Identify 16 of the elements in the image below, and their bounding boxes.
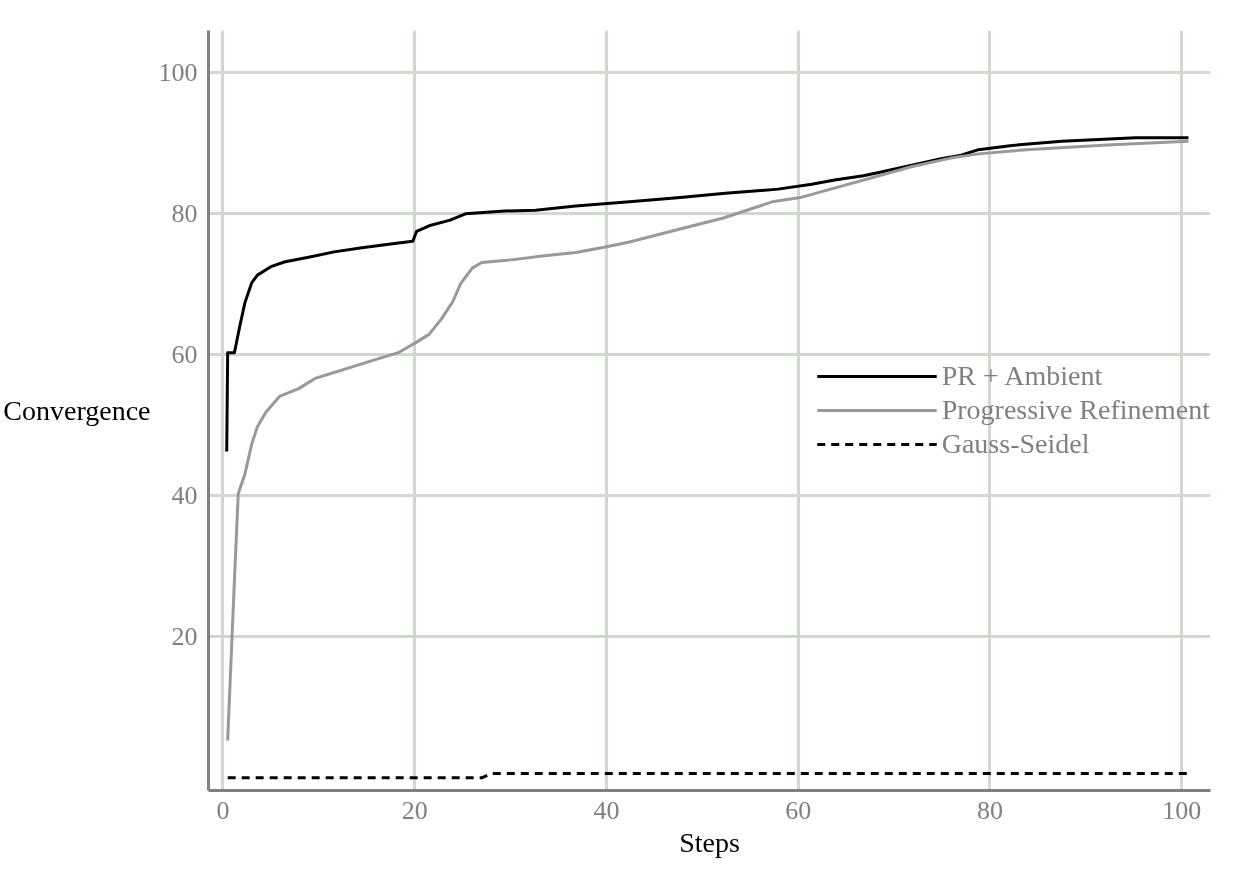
x-tick-label: 80	[976, 795, 1003, 825]
x-tick-label: 100	[1162, 795, 1202, 825]
y-tick-label: 40	[171, 481, 198, 511]
legend-label: Progressive Refinement	[941, 394, 1210, 426]
y-axis-title: Convergence	[3, 395, 151, 426]
x-tick-label: 60	[785, 795, 812, 825]
x-axis-title: Steps	[679, 826, 740, 858]
y-tick-label: 100	[158, 58, 198, 88]
x-tick-label: 0	[216, 795, 230, 825]
y-tick-label: 20	[171, 622, 198, 652]
legend-label: Gauss-Seidel	[941, 428, 1090, 460]
y-tick-label: 60	[171, 340, 198, 370]
x-tick-label: 40	[593, 795, 620, 825]
y-tick-label: 80	[171, 199, 198, 229]
x-tick-label: 20	[401, 795, 428, 825]
legend-label: PR + Ambient	[941, 360, 1103, 392]
